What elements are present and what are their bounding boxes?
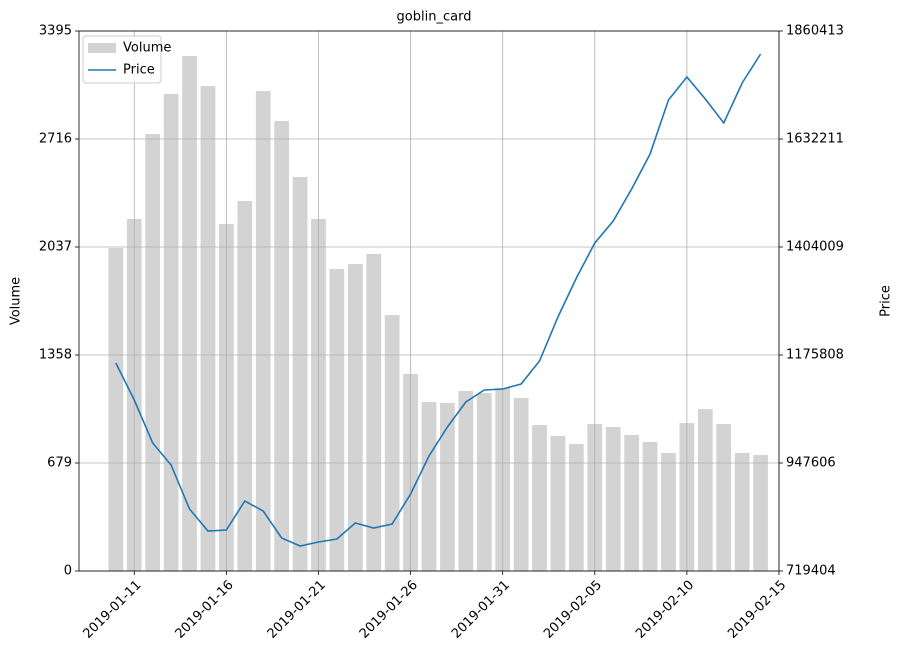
y-tick-label: 1358: [39, 348, 72, 363]
bar: [440, 403, 455, 571]
y2-axis-label: Price: [879, 285, 894, 317]
price-line: [115, 53, 762, 547]
x-tick-label: 2019-01-26: [357, 578, 421, 642]
y-tick-label: 3395: [39, 24, 72, 39]
y2-tick-label: 719404: [786, 564, 836, 579]
bar: [550, 435, 566, 571]
bar: [329, 268, 345, 571]
y-tick-label: 679: [47, 456, 72, 471]
bar: [642, 442, 658, 571]
bar: [734, 452, 750, 571]
bar: [458, 390, 474, 571]
x-tick-label: 2019-02-10: [633, 578, 697, 642]
y-tick-label: 0: [64, 564, 72, 579]
bar: [108, 247, 124, 571]
legend-label: Price: [123, 63, 155, 78]
bar: [421, 402, 437, 571]
bar: [255, 90, 271, 571]
x-tick-label: 2019-01-21: [265, 578, 329, 642]
bar: [163, 93, 179, 571]
bar: [476, 393, 492, 571]
bar: [347, 264, 363, 571]
y2-tick-label: 1175808: [786, 347, 844, 362]
bar: [384, 315, 400, 571]
bar: [237, 201, 253, 571]
bar: [145, 134, 161, 571]
x-tick-label: 2019-01-11: [81, 578, 145, 642]
y2-tick-label: 1860413: [786, 24, 844, 39]
bar: [697, 409, 713, 571]
bar: [753, 455, 768, 571]
x-tick-label: 2019-02-05: [541, 578, 605, 642]
bar: [661, 452, 676, 571]
x-tick-label: 2019-01-31: [449, 578, 513, 642]
plot-frame: [78, 30, 780, 572]
bar: [292, 177, 308, 572]
y-tick-label: 2037: [39, 240, 72, 255]
y-tick-label: 2716: [39, 132, 72, 147]
y-axis-label: Volume: [9, 277, 24, 325]
y2-tick-label: 1404009: [786, 240, 844, 255]
y2-tick-label: 1632211: [786, 132, 844, 147]
bar: [624, 435, 639, 571]
x-tick-label: 2019-01-16: [173, 578, 237, 642]
bar: [182, 55, 197, 571]
bar: [274, 121, 289, 571]
y2-tick-label: 947606: [786, 455, 836, 470]
x-tick-label: 2019-02-15: [725, 578, 789, 642]
bar: [532, 424, 547, 571]
bar: [200, 86, 216, 571]
legend-label: Volume: [123, 41, 171, 56]
bar: [513, 397, 529, 571]
bar: [366, 253, 382, 571]
bar: [605, 427, 621, 571]
bar: [569, 444, 584, 571]
bar: [716, 424, 732, 571]
chart-title: goblin_card: [397, 10, 472, 25]
legend-swatch: [88, 43, 116, 53]
